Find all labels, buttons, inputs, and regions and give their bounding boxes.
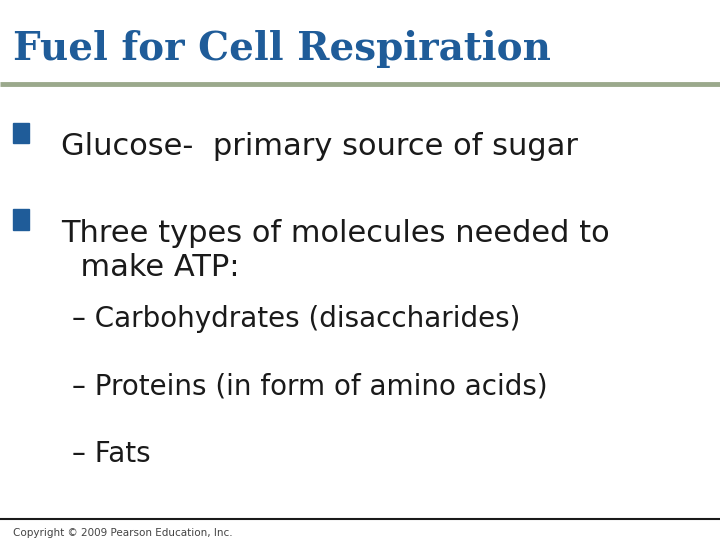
Text: Fuel for Cell Respiration: Fuel for Cell Respiration [13,30,551,68]
Text: Three types of molecules needed to
  make ATP:: Three types of molecules needed to make … [61,219,610,282]
Text: – Carbohydrates (disaccharides): – Carbohydrates (disaccharides) [72,305,521,333]
FancyBboxPatch shape [13,123,29,143]
Text: Glucose-  primary source of sugar: Glucose- primary source of sugar [61,132,578,161]
FancyBboxPatch shape [13,209,29,230]
Text: Copyright © 2009 Pearson Education, Inc.: Copyright © 2009 Pearson Education, Inc. [13,528,233,538]
Text: – Fats: – Fats [72,440,150,468]
Text: – Proteins (in form of amino acids): – Proteins (in form of amino acids) [72,373,548,401]
